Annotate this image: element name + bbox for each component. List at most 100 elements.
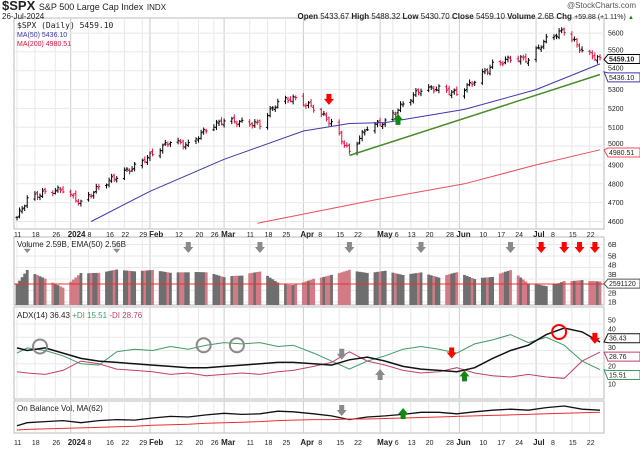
ma200-tag-box (603, 147, 640, 158)
volume-bar (304, 281, 308, 305)
volume-bar (411, 273, 415, 305)
price-bar (294, 95, 298, 101)
date-tick-label: 22 (587, 440, 595, 447)
volume-bar (340, 272, 344, 305)
chart-title: $SPX S&P 500 Large Cap Index INDX (2, 0, 166, 14)
volume-bar (345, 270, 349, 305)
date-tick-label: 8 (551, 232, 555, 239)
volume-tick-label: 5B (608, 254, 617, 261)
price-bar (71, 193, 75, 199)
price-bar (74, 190, 78, 203)
volume-bar (557, 283, 561, 305)
volume-bar (562, 281, 566, 305)
price-bar (381, 122, 385, 130)
date-tick-label: 26 (211, 440, 219, 447)
price-bar (166, 141, 170, 147)
volume-bar (417, 272, 420, 305)
date-tick-label: 11 (247, 440, 254, 447)
price-bar (552, 34, 556, 41)
date-tick-label: 24 (515, 232, 523, 239)
arrow-down-icon (416, 242, 427, 253)
price-bar (204, 128, 208, 134)
date-tick-label: May (377, 230, 393, 239)
date-tick-label: 11 (14, 440, 21, 447)
volume-bar (521, 279, 525, 305)
price-bar (255, 119, 259, 125)
price-bar (25, 195, 29, 209)
volume-bar (590, 281, 594, 305)
price-bar (432, 85, 436, 94)
price-bar (393, 111, 397, 117)
volume-bar (232, 275, 236, 305)
price-bar (506, 55, 510, 63)
volume-bar (570, 281, 574, 305)
price-bar (580, 46, 584, 53)
volume-tick-label: 3B (608, 272, 617, 279)
adx-tag-box (603, 333, 640, 344)
volume-bar (240, 275, 244, 305)
adx-tick-label: 40 (608, 327, 616, 334)
price-bar (485, 68, 489, 76)
price-bar (455, 86, 459, 96)
arrow-down-icon (589, 332, 600, 344)
volume-bar (399, 274, 402, 305)
arrow-up-icon (398, 408, 409, 419)
date-tick-label: 25 (283, 440, 291, 447)
volume-tick-label: 4B (608, 263, 617, 270)
price-bar (391, 109, 395, 121)
volume-bar (18, 280, 21, 305)
volume-bar (105, 271, 108, 305)
obv-line (16, 405, 601, 427)
price-bar (291, 94, 295, 105)
price-bar (240, 117, 244, 123)
price-bar (301, 93, 305, 107)
price-tick-label: 5100 (608, 125, 624, 132)
price-tick-label: 5000 (608, 141, 624, 148)
price-bar (473, 80, 477, 87)
price-bar (199, 129, 203, 140)
price-bar (319, 107, 323, 118)
volume-bar (319, 277, 323, 305)
price-bar (509, 55, 513, 63)
high-value: 5488.32 (371, 12, 401, 21)
price-tick-label: 4600 (608, 219, 624, 226)
volume-bar (301, 282, 305, 305)
price-bar (92, 191, 96, 199)
annotation-circle (228, 337, 245, 354)
volume-bar (76, 275, 80, 305)
volume-bar (273, 280, 277, 305)
date-tick-label: Apr (300, 438, 314, 447)
price-bar (409, 99, 413, 106)
volume-bar (71, 279, 75, 305)
annotation-circle (195, 337, 212, 354)
price-bar (465, 83, 469, 93)
volume-bar (381, 271, 385, 305)
arrow-down-icon (323, 93, 334, 105)
volume-bar (501, 272, 505, 305)
date-tick-label: Feb (149, 438, 163, 447)
volume-bar (125, 270, 129, 305)
price-legend: $SPX (Daily) 5459.10 (17, 21, 114, 30)
volume-bar (43, 278, 47, 305)
volume-bar (97, 272, 101, 305)
arrow-down-icon (254, 242, 265, 253)
volume-bar (534, 284, 538, 305)
volume-bar (509, 270, 512, 305)
date-tick-label: Apr (300, 230, 314, 239)
price-bar (526, 58, 530, 67)
volume-value: 2.6B (537, 12, 555, 21)
date-tick-label: 12 (175, 440, 183, 447)
volume-bar (447, 274, 451, 305)
price-bar (61, 186, 65, 194)
adx-tick-label: 30 (608, 345, 616, 352)
price-bar (148, 151, 152, 162)
volume-bar (184, 272, 188, 305)
volume-bar (555, 284, 558, 305)
price-bar (360, 129, 364, 142)
price-bar (411, 92, 415, 104)
price-bar (572, 36, 576, 42)
price-bar (365, 126, 369, 132)
volume-bar (89, 273, 93, 305)
ma50-line (90, 63, 601, 222)
chg-label: Chg (556, 12, 572, 21)
